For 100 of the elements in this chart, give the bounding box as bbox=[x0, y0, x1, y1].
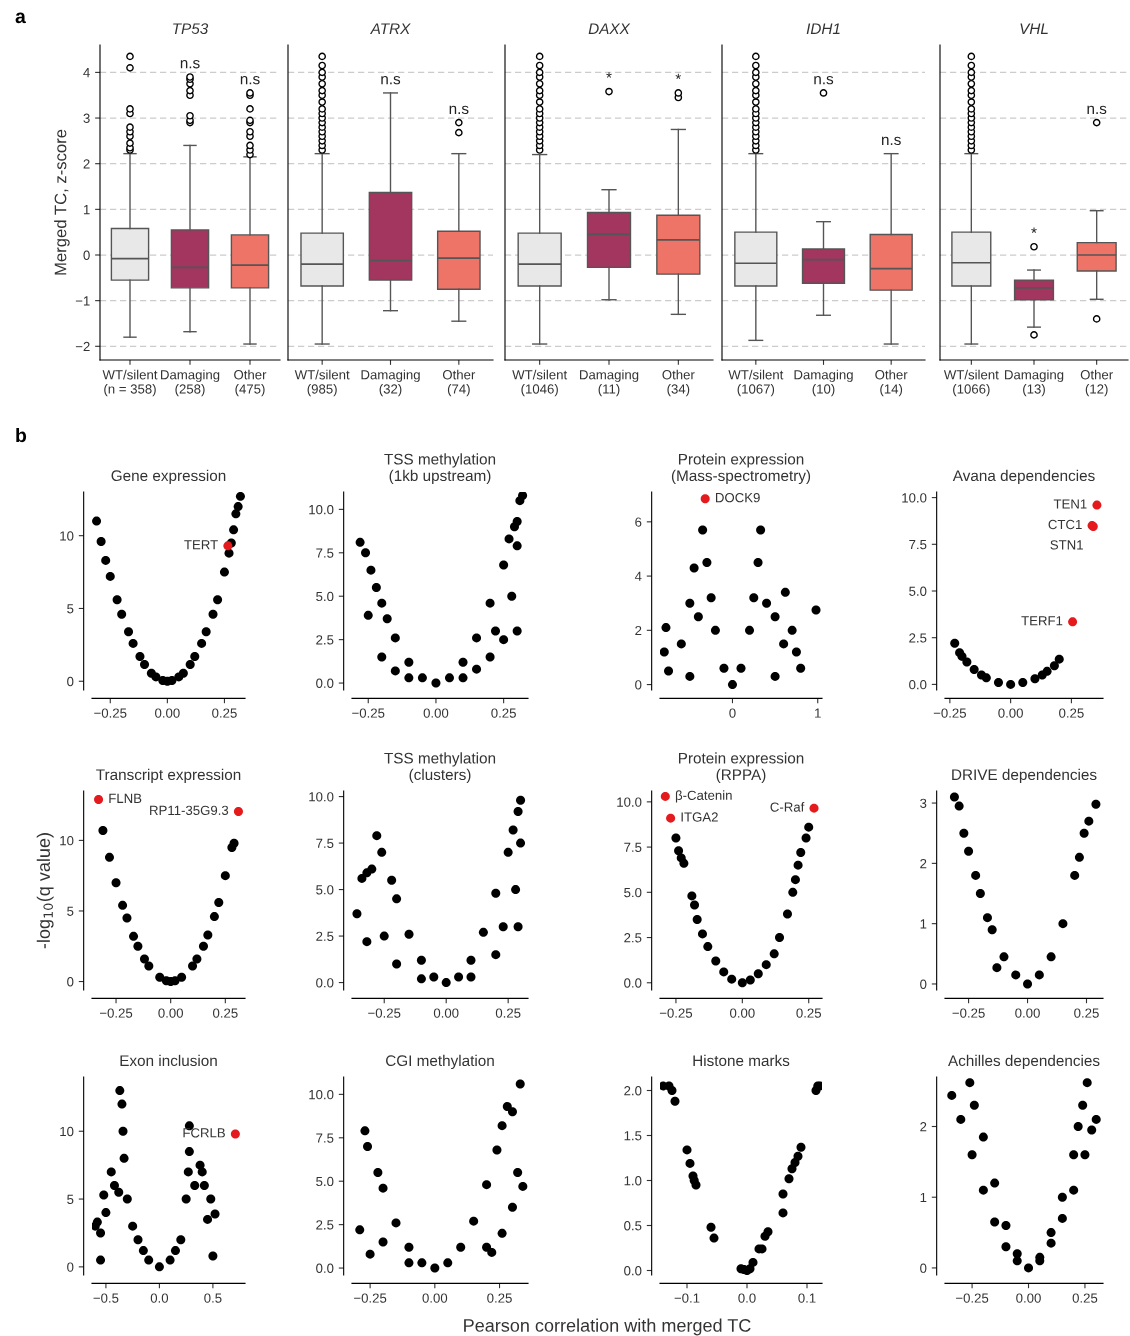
x-tick-label: WT/silent (1067) bbox=[728, 369, 784, 397]
x-tick-label: −0.25 bbox=[952, 1008, 985, 1018]
annotation: TERT bbox=[184, 540, 218, 550]
y-tick-label: 2.5 bbox=[316, 931, 334, 941]
y-tick-label: 2.5 bbox=[909, 633, 927, 643]
y-tick-label: 4 bbox=[634, 571, 642, 581]
annotation: * bbox=[1031, 227, 1037, 233]
y-tick-label: 2.5 bbox=[316, 1220, 334, 1230]
y-tick-label: 10.0 bbox=[309, 504, 334, 515]
y-tick-label: 2.5 bbox=[316, 635, 334, 645]
y-tick-label: 5 bbox=[67, 604, 74, 614]
annotation: n.s bbox=[381, 75, 401, 85]
x-tick-label: WT/silent (1066) bbox=[943, 369, 999, 397]
x-tick-label: 0.25 bbox=[495, 1008, 521, 1018]
x-tick-label: Damaging (13) bbox=[1005, 369, 1064, 397]
x-tick-label: 0 bbox=[729, 708, 736, 718]
y-tick-label: −1 bbox=[75, 296, 90, 306]
y-tick-label: 7.5 bbox=[316, 1133, 334, 1143]
annotation: * bbox=[675, 73, 682, 80]
y-tick-label: 0.0 bbox=[909, 679, 927, 690]
y-tick-label: 7.5 bbox=[316, 548, 334, 558]
x-tick-label: Other (475) bbox=[234, 369, 267, 397]
annotation: n.s bbox=[814, 75, 834, 85]
chart-title: Gene expression bbox=[111, 469, 226, 485]
annotation: FLNB bbox=[109, 793, 142, 803]
y-tick-label: 5.0 bbox=[316, 591, 334, 602]
text: a bbox=[15, 12, 26, 24]
y-tick-label: 0 bbox=[920, 1263, 927, 1273]
x-tick-label: Other (74) bbox=[442, 369, 476, 397]
x-tick-label: −0.25 bbox=[933, 708, 966, 718]
x-tick-label: 0.25 bbox=[212, 708, 237, 718]
text: b bbox=[16, 427, 27, 443]
y-tick-label: 2 bbox=[635, 625, 642, 636]
x-tick-label: 0.00 bbox=[433, 1008, 459, 1018]
y-tick-label: 5.0 bbox=[316, 1176, 334, 1187]
x-tick-label: 0.0 bbox=[738, 1293, 756, 1303]
x-tick-label: −0.25 bbox=[659, 1008, 693, 1018]
y-tick-label: 3 bbox=[83, 113, 90, 123]
x-tick-label: 0.25 bbox=[1074, 1008, 1099, 1018]
annotation: C-Raf bbox=[770, 802, 805, 812]
annotation: TERF1 bbox=[1021, 616, 1063, 626]
chart-title: IDH1 bbox=[806, 23, 840, 34]
annotation: * bbox=[606, 72, 612, 78]
x-tick-label: 0.5 bbox=[204, 1293, 222, 1303]
x-axis-title: Pearson correlation with merged TC bbox=[464, 1318, 751, 1336]
y-tick-label: 10 bbox=[60, 835, 74, 846]
chart-title: VHL bbox=[1020, 23, 1048, 34]
y-tick-label: 3 bbox=[920, 798, 927, 808]
chart-title: TSS methylation (1kb upstream) bbox=[384, 453, 496, 485]
y-tick-label: 5 bbox=[67, 1194, 74, 1204]
x-tick-label: 0.25 bbox=[1072, 1293, 1098, 1303]
x-tick-label: 0.00 bbox=[158, 1008, 184, 1018]
y-tick-label: 2 bbox=[920, 858, 927, 869]
chart-title: Protein expression (Mass-spectrometry) bbox=[671, 453, 811, 485]
y-tick-label: 5.0 bbox=[909, 586, 927, 596]
chart-title: Histone marks bbox=[693, 1054, 790, 1067]
x-tick-label: 0.00 bbox=[1015, 1008, 1040, 1018]
x-tick-label: 0.25 bbox=[213, 1008, 238, 1018]
chart-title: ATRX bbox=[369, 23, 411, 34]
annotation: n.s bbox=[881, 136, 901, 146]
chart-title: TSS methylation (clusters) bbox=[384, 752, 496, 784]
annotation: CTC1 bbox=[1048, 519, 1082, 530]
x-tick-label: 0.1 bbox=[798, 1293, 816, 1303]
annotation: n.s bbox=[1087, 105, 1107, 115]
x-tick-label: Other (34) bbox=[662, 369, 695, 397]
y-tick-label: 0 bbox=[67, 1262, 74, 1272]
y-tick-label: 1 bbox=[920, 1192, 927, 1202]
annotation: FCRLB bbox=[183, 1128, 225, 1138]
x-tick-label: 0.00 bbox=[730, 1008, 755, 1018]
chart-title: CGI methylation bbox=[386, 1054, 494, 1070]
x-tick-label: −0.25 bbox=[352, 708, 385, 718]
y-tick-label: 10.0 bbox=[617, 797, 642, 807]
y-tick-label: 0.0 bbox=[624, 1266, 642, 1276]
chart-title: DRIVE dependencies bbox=[952, 768, 1097, 784]
chart-title: DAXX bbox=[588, 23, 631, 34]
y-tick-label: 5 bbox=[67, 906, 74, 916]
x-tick-label: 0.00 bbox=[155, 708, 180, 718]
y-tick-label: 0.0 bbox=[316, 978, 334, 988]
y-tick-label: 5.0 bbox=[624, 887, 642, 898]
y-tick-label: 0 bbox=[67, 977, 74, 987]
x-tick-label: WT/silent (985) bbox=[294, 369, 350, 397]
chart-title: Exon inclusion bbox=[120, 1054, 217, 1067]
x-tick-label: 0.00 bbox=[422, 1293, 448, 1303]
y-tick-label: −2 bbox=[75, 341, 90, 352]
annotation: n.s bbox=[180, 60, 200, 69]
x-tick-label: −0.25 bbox=[94, 708, 127, 718]
y-tick-label: 7.5 bbox=[909, 540, 927, 550]
x-tick-label: 0.00 bbox=[1016, 1293, 1041, 1303]
x-tick-label: 0.25 bbox=[1059, 708, 1084, 718]
y-tick-label: 2 bbox=[83, 159, 90, 169]
chart-title: Protein expression (RPPA) bbox=[678, 752, 804, 784]
y-tick-label: 0 bbox=[67, 676, 74, 687]
y-tick-label: 1.5 bbox=[624, 1131, 642, 1141]
x-tick-label: Damaging (11) bbox=[580, 369, 639, 397]
x-tick-label: Damaging (32) bbox=[361, 369, 420, 397]
y-tick-label: 10.0 bbox=[309, 1089, 334, 1100]
x-tick-label: −0.25 bbox=[368, 1008, 401, 1018]
chart-title: Achilles dependencies bbox=[948, 1054, 1100, 1070]
y-tick-label: 10.0 bbox=[309, 792, 334, 802]
chart-title: Transcript expression bbox=[96, 768, 241, 784]
